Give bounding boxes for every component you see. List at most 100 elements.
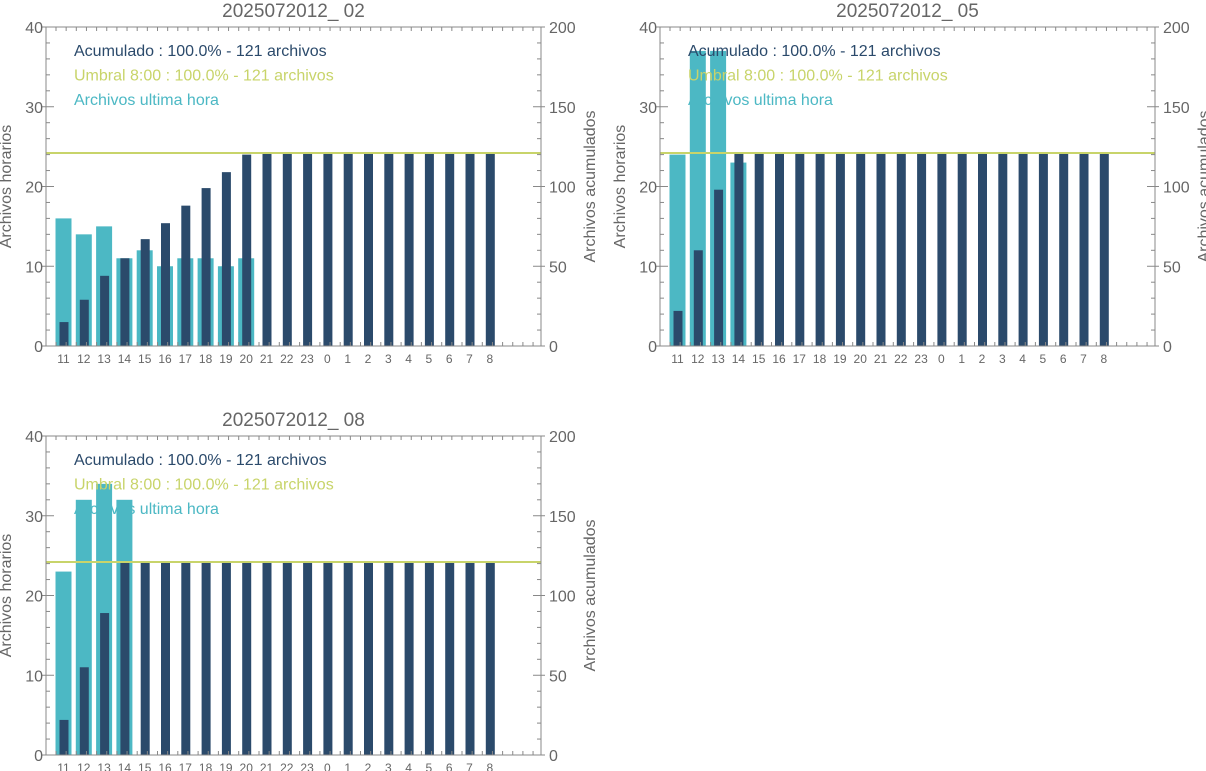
x-tick-label: 20	[854, 352, 868, 366]
cumulative-bar-8	[485, 562, 495, 755]
x-tick-label: 19	[833, 352, 847, 366]
cumulative-bar-6	[445, 562, 455, 755]
cumulative-bar-16	[161, 223, 170, 346]
legend-entry-3: Archivos ultima hora	[688, 92, 833, 109]
x-tick-label: 5	[426, 352, 433, 366]
right-tick-label: 50	[549, 259, 567, 276]
right-tick-label: 0	[1163, 339, 1172, 356]
cumulative-bar-4	[404, 153, 414, 346]
left-tick-label: 40	[639, 20, 657, 37]
cumulative-bar-8	[485, 153, 495, 346]
x-tick-label: 2	[979, 352, 986, 366]
left-tick-label: 0	[34, 339, 43, 356]
hourly-bar-11	[55, 218, 72, 346]
legend-entry-3: Archivos ultima hora	[74, 501, 219, 518]
cumulative-bar-17	[181, 205, 191, 346]
cumulative-bar-18	[815, 153, 825, 346]
x-tick-label: 19	[219, 761, 233, 771]
left-axis-label: Archivos horarios	[0, 534, 15, 658]
cumulative-bar-14	[734, 153, 744, 346]
x-tick-label: 4	[405, 352, 412, 366]
cumulative-bar-15	[140, 562, 150, 755]
cumulative-bar-8	[1099, 153, 1109, 346]
cumulative-bar-5	[1038, 153, 1048, 346]
right-tick-label: 150	[549, 509, 576, 526]
x-tick-label: 17	[179, 761, 193, 771]
x-tick-label: 21	[260, 352, 274, 366]
cumulative-bar-17	[795, 153, 805, 346]
x-tick-label: 23	[300, 352, 314, 366]
cumulative-bar-22	[282, 153, 292, 346]
x-tick-label: 17	[179, 352, 193, 366]
legend-entry-2: Umbral 8:00 : 100.0% - 121 archivos	[688, 68, 948, 85]
x-tick-label: 19	[219, 352, 233, 366]
right-tick-label: 0	[549, 339, 558, 356]
x-tick-label: 20	[240, 352, 254, 366]
cumulative-bar-13	[100, 613, 110, 755]
x-tick-label: 17	[793, 352, 807, 366]
cumulative-bar-11	[59, 322, 69, 346]
right-tick-label: 200	[1163, 20, 1190, 37]
cumulative-bar-7	[465, 562, 475, 755]
cumulative-bar-20	[242, 562, 252, 755]
cumulative-bar-19	[221, 172, 231, 346]
hourly-bar-11	[55, 571, 72, 755]
x-tick-label: 7	[1080, 352, 1087, 366]
legend-entry-2: Umbral 8:00 : 100.0% - 121 archivos	[74, 68, 334, 85]
x-tick-label: 12	[77, 352, 91, 366]
cumulative-bar-21	[262, 562, 272, 755]
x-tick-label: 14	[732, 352, 746, 366]
x-tick-label: 21	[874, 352, 888, 366]
x-tick-label: 1	[344, 761, 351, 771]
legend-entry-1: Acumulado : 100.0% - 121 archivos	[74, 452, 327, 469]
cumulative-bar-12	[79, 299, 89, 346]
x-tick-label: 2	[365, 761, 372, 771]
x-tick-label: 4	[405, 761, 412, 771]
x-tick-label: 0	[324, 761, 331, 771]
left-tick-label: 30	[25, 509, 43, 526]
cumulative-bar-2	[978, 153, 987, 346]
x-tick-label: 11	[57, 761, 70, 771]
legend-entry-3: Archivos ultima hora	[74, 92, 219, 109]
cumulative-bar-22	[896, 153, 906, 346]
cumulative-bar-5	[424, 153, 434, 346]
x-tick-label: 16	[158, 352, 172, 366]
cumulative-bar-7	[1079, 153, 1089, 346]
right-tick-label: 100	[1163, 180, 1190, 197]
left-tick-label: 0	[34, 748, 43, 765]
x-tick-label: 3	[385, 761, 392, 771]
right-tick-label: 100	[549, 180, 576, 197]
left-tick-label: 30	[639, 100, 657, 117]
x-tick-label: 13	[97, 761, 111, 771]
cumulative-bar-23	[917, 153, 927, 346]
x-tick-label: 15	[138, 761, 152, 771]
cumulative-bar-1	[957, 153, 967, 346]
cumulative-bar-0	[937, 153, 947, 346]
x-tick-label: 21	[260, 761, 274, 771]
left-tick-label: 10	[639, 259, 657, 276]
x-tick-label: 1	[958, 352, 965, 366]
x-tick-label: 16	[158, 761, 172, 771]
x-tick-label: 23	[300, 761, 314, 771]
cumulative-bar-14	[120, 258, 130, 346]
left-axis-label: Archivos horarios	[612, 125, 629, 249]
cumulative-bar-0	[323, 153, 333, 346]
right-axis-label: Archivos acumulados	[582, 110, 599, 262]
right-tick-label: 100	[549, 589, 576, 606]
x-tick-label: 3	[999, 352, 1006, 366]
cumulative-bar-6	[445, 153, 455, 346]
cumulative-bar-12	[693, 250, 703, 346]
cumulative-bar-14	[120, 562, 130, 755]
cumulative-bar-11	[59, 719, 69, 755]
x-tick-label: 6	[446, 761, 453, 771]
cumulative-bar-17	[181, 562, 191, 755]
x-tick-label: 14	[118, 761, 132, 771]
x-tick-label: 8	[486, 352, 493, 366]
x-tick-label: 3	[385, 352, 392, 366]
x-tick-label: 0	[324, 352, 331, 366]
cumulative-bar-16	[775, 153, 784, 346]
cumulative-bar-22	[282, 562, 292, 755]
